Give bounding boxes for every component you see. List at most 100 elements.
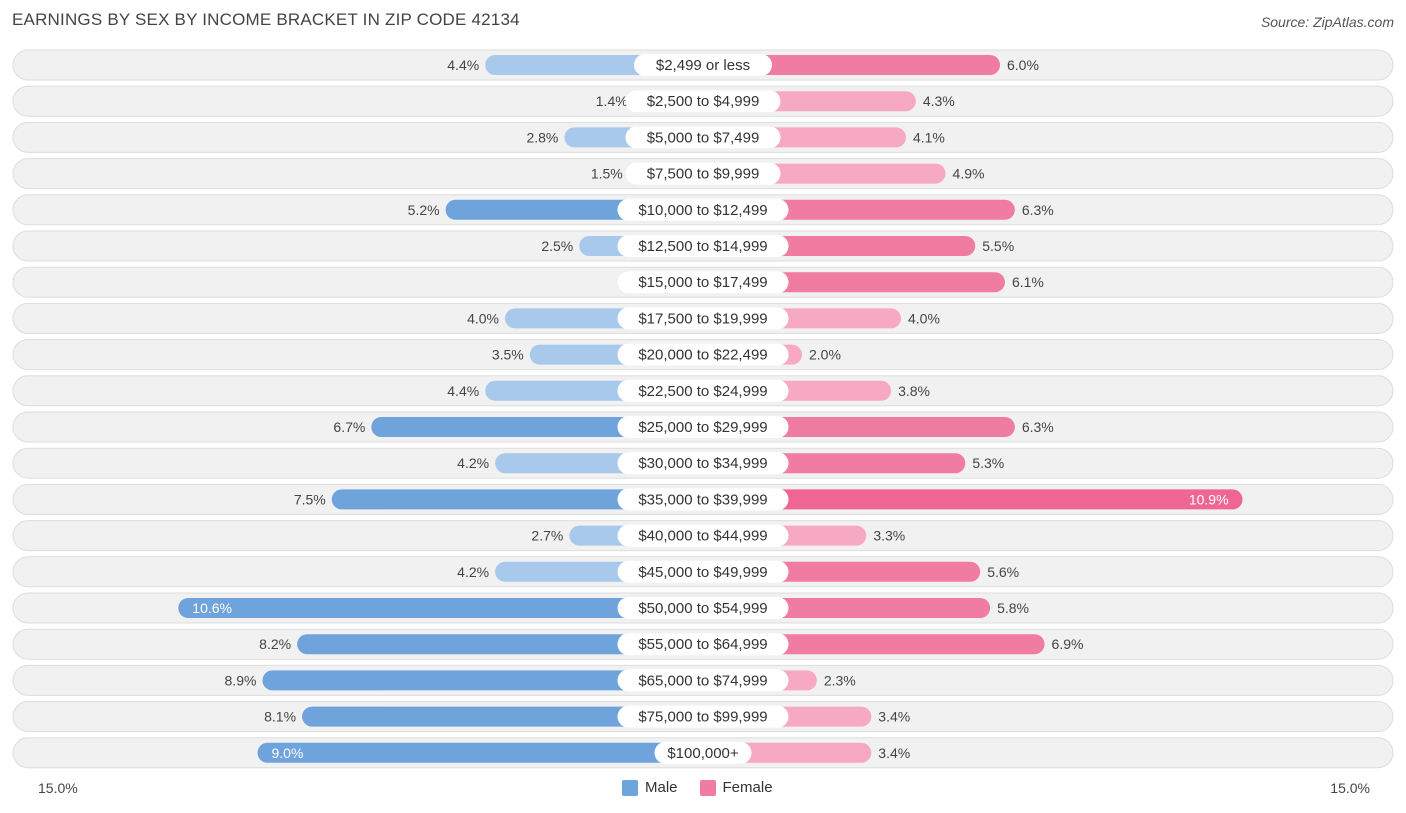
value-label-female: 4.9% xyxy=(953,166,985,182)
category-pill xyxy=(617,705,789,728)
axis-right-label: 15.0% xyxy=(1330,780,1370,796)
category-pill xyxy=(634,54,772,76)
category-label: $2,500 to $4,999 xyxy=(647,93,760,110)
value-label-female: 5.3% xyxy=(972,455,1004,471)
bar-female[interactable] xyxy=(703,55,1000,75)
category-pill xyxy=(617,633,789,656)
category-pill xyxy=(617,452,789,475)
category-label: $75,000 to $99,999 xyxy=(638,709,767,726)
value-label-male: 4.4% xyxy=(447,57,479,73)
category-label: $15,000 to $17,499 xyxy=(638,274,767,291)
category-pill xyxy=(617,271,789,294)
legend-item-female[interactable]: Female xyxy=(699,779,773,796)
value-label-male: 4.2% xyxy=(457,564,489,580)
category-pill xyxy=(617,669,789,692)
category-pill xyxy=(617,597,789,619)
category-label: $12,500 to $14,999 xyxy=(638,238,767,255)
value-label-female: 5.8% xyxy=(997,600,1029,616)
category-label: $55,000 to $64,999 xyxy=(638,636,767,653)
axis-left-label: 15.0% xyxy=(38,780,78,796)
bar-male[interactable] xyxy=(331,489,703,510)
value-label-female: 4.3% xyxy=(923,93,955,109)
category-label: $7,500 to $9,999 xyxy=(647,166,760,183)
value-label-female: 6.0% xyxy=(1007,57,1039,73)
category-label: $65,000 to $74,999 xyxy=(638,672,767,689)
bar-male[interactable] xyxy=(262,670,703,691)
value-label-female: 3.4% xyxy=(878,709,910,725)
category-pill xyxy=(625,126,781,149)
legend: Male Female xyxy=(622,779,773,796)
value-label-female: 4.1% xyxy=(913,129,945,145)
value-label-male: 8.9% xyxy=(225,672,257,688)
value-label-male: 3.5% xyxy=(492,347,524,363)
category-label: $20,000 to $22,499 xyxy=(638,347,767,364)
value-label-male: 4.2% xyxy=(457,455,489,471)
value-label-male: 9.0% xyxy=(272,745,304,761)
value-label-female: 3.3% xyxy=(873,528,905,544)
category-pill xyxy=(617,560,789,583)
value-label-female: 5.5% xyxy=(982,238,1014,254)
category-pill xyxy=(654,741,752,764)
category-pill xyxy=(617,198,789,221)
value-label-female: 6.1% xyxy=(1012,274,1044,290)
value-label-male: 6.7% xyxy=(333,419,365,435)
category-label: $2,499 or less xyxy=(656,57,750,74)
value-label-female: 6.9% xyxy=(1052,636,1084,652)
legend-label-male: Male xyxy=(645,779,678,796)
bar-female[interactable] xyxy=(703,489,1243,510)
category-label: $17,500 to $19,999 xyxy=(638,310,767,327)
bar-male[interactable] xyxy=(178,598,704,618)
category-pill xyxy=(617,235,789,257)
legend-swatch-male xyxy=(622,779,638,796)
value-label-male: 4.4% xyxy=(447,383,479,399)
category-label: $45,000 to $49,999 xyxy=(638,564,767,581)
category-pill xyxy=(617,379,789,402)
category-pill xyxy=(625,162,781,185)
value-label-male: 1.4% xyxy=(596,93,628,109)
value-label-male: 1.5% xyxy=(591,166,623,182)
value-label-male: 5.2% xyxy=(408,202,440,218)
chart-area: 4.4% 6.0% $2,499 or less 1.4% 4.3% $2,500 to … xyxy=(12,49,1394,769)
bar-male[interactable] xyxy=(257,742,704,763)
category-pill xyxy=(625,90,781,113)
category-label: $5,000 to $7,499 xyxy=(647,129,760,146)
value-label-male: 2.7% xyxy=(531,528,563,544)
legend-swatch-female xyxy=(699,779,716,796)
bar-female[interactable] xyxy=(703,634,1045,655)
category-label: $30,000 to $34,999 xyxy=(638,455,767,472)
value-label-female: 6.3% xyxy=(1022,419,1054,435)
category-label: $35,000 to $39,999 xyxy=(638,491,767,508)
category-label: $10,000 to $12,499 xyxy=(638,202,767,219)
value-label-female: 4.0% xyxy=(908,310,940,326)
value-label-female: 2.3% xyxy=(824,672,856,688)
bar-male[interactable] xyxy=(297,634,703,655)
value-label-male: 8.2% xyxy=(259,636,291,652)
value-label-male: 10.6% xyxy=(192,600,232,616)
chart-title: EARNINGS BY SEX BY INCOME BRACKET IN ZIP… xyxy=(12,10,520,29)
value-label-male: 7.5% xyxy=(294,491,326,507)
category-label: $40,000 to $44,999 xyxy=(638,528,767,545)
value-label-male: 4.0% xyxy=(467,310,499,326)
value-label-male: 2.5% xyxy=(541,238,573,254)
category-pill xyxy=(617,307,789,330)
category-label: $50,000 to $54,999 xyxy=(638,600,767,617)
legend-label-female: Female xyxy=(722,779,773,796)
category-label: $25,000 to $29,999 xyxy=(638,419,767,436)
bar-male[interactable] xyxy=(302,706,703,727)
value-label-female: 6.3% xyxy=(1022,202,1054,218)
value-label-male: 2.8% xyxy=(526,129,558,145)
category-pill xyxy=(617,524,789,547)
value-label-female: 3.4% xyxy=(878,745,910,761)
value-label-female: 3.8% xyxy=(898,383,930,399)
category-pill xyxy=(617,343,789,366)
value-label-female: 2.0% xyxy=(809,347,841,363)
category-label: $22,500 to $24,999 xyxy=(638,383,767,400)
category-pill xyxy=(617,488,789,511)
legend-item-male[interactable]: Male xyxy=(622,779,678,796)
value-label-male: 8.1% xyxy=(264,709,296,725)
category-label: $100,000+ xyxy=(667,745,739,762)
value-label-female: 5.6% xyxy=(987,564,1019,580)
source-label: Source: ZipAtlas.com xyxy=(1260,14,1394,30)
value-label-female: 10.9% xyxy=(1189,491,1229,507)
category-pill xyxy=(617,416,789,438)
